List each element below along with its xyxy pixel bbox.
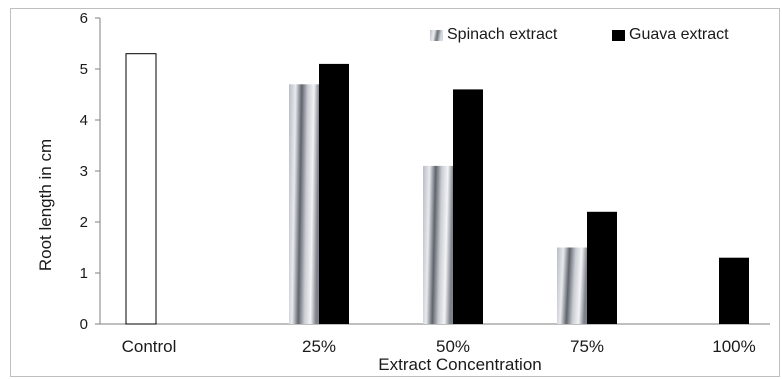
y-tick-label: 0 — [80, 316, 88, 333]
legend-swatch-guava — [612, 29, 625, 41]
y-tick-label: 4 — [80, 112, 88, 129]
bar-spinach — [423, 165, 453, 324]
bar-guava — [587, 211, 617, 324]
legend-swatch-spinach — [430, 29, 443, 41]
bar-spinach — [289, 84, 319, 324]
y-tick-label: 5 — [80, 61, 88, 78]
x-axis-label: Extract Concentration — [378, 355, 542, 374]
legend-item-spinach: Spinach extract — [430, 26, 557, 44]
x-tick-label: 25% — [302, 337, 336, 356]
bar-guava — [719, 257, 749, 324]
y-tick-label: 2 — [80, 214, 88, 231]
legend-item-guava: Guava extract — [612, 26, 729, 44]
legend-label-spinach: Spinach extract — [447, 26, 558, 43]
y-tick-label: 1 — [80, 265, 88, 282]
bar-guava — [319, 63, 349, 325]
bar-control — [125, 53, 157, 325]
tick-labels: 0 1 2 3 4 5 6 Control 25% 50% 75% 100% — [80, 10, 756, 356]
bar-spinach — [557, 247, 587, 324]
y-axis-label: Root length in cm — [36, 138, 55, 272]
y-tick-label: 3 — [80, 163, 88, 180]
y-tick-label: 6 — [80, 10, 88, 27]
bars — [125, 53, 749, 325]
legend-label-guava: Guava extract — [629, 26, 729, 43]
x-tick-label: 75% — [570, 337, 604, 356]
bar-guava — [453, 89, 483, 325]
x-tick-label: 50% — [436, 337, 470, 356]
chart-frame — [10, 8, 780, 377]
x-tick-label: 100% — [712, 337, 755, 356]
x-tick-label: Control — [122, 337, 177, 356]
